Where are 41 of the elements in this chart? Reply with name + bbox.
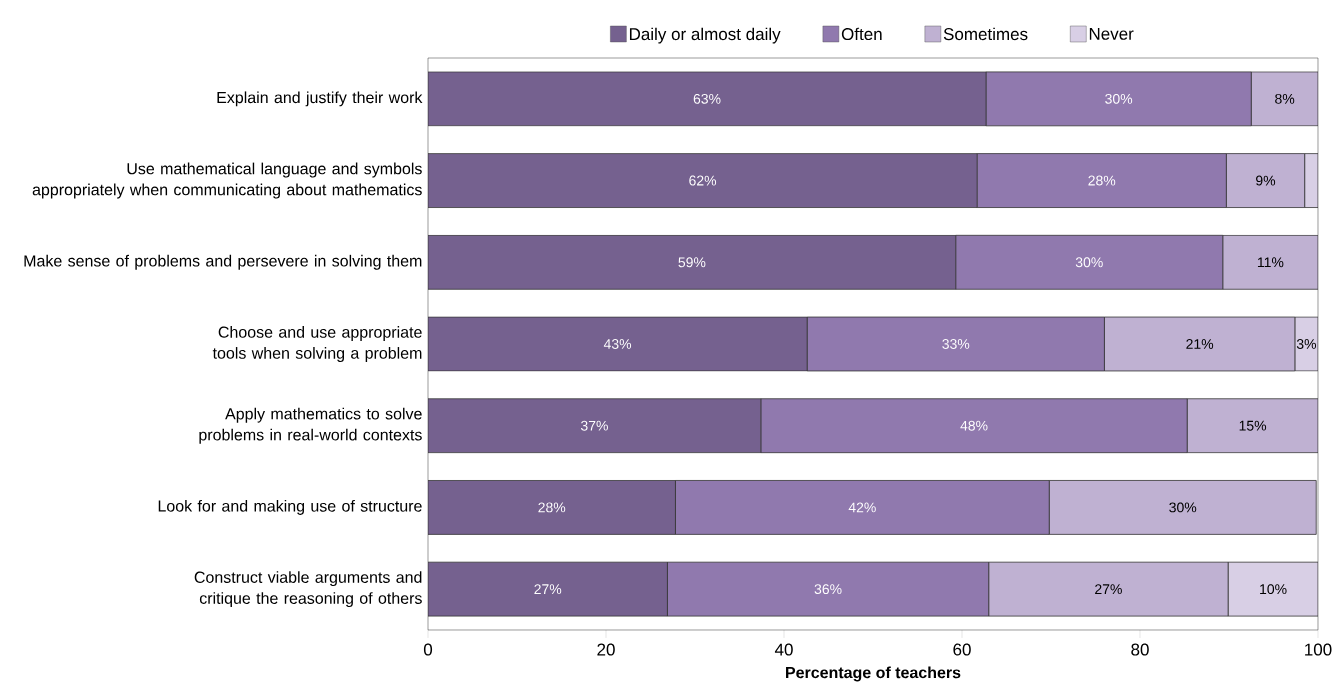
data-label: 27% bbox=[534, 584, 562, 595]
data-label: 9% bbox=[1256, 175, 1276, 186]
data-label: 30% bbox=[1105, 93, 1133, 104]
data-label: 28% bbox=[1088, 175, 1116, 186]
y-tick-label: Construct viable arguments and critique the reasoning of others bbox=[194, 571, 422, 608]
data-label: 30% bbox=[1075, 257, 1103, 268]
data-label: 62% bbox=[689, 175, 717, 186]
y-tick-label: Use mathematical language and symbols appropriately when communicating about mathematics bbox=[32, 162, 422, 199]
data-label: 59% bbox=[678, 257, 706, 268]
x-axis-title: Percentage of teachers bbox=[786, 666, 961, 682]
x-tick-label: 80 bbox=[1131, 643, 1149, 656]
data-label: 30% bbox=[1169, 502, 1197, 513]
y-tick-label: Make sense of problems and persevere in solving them bbox=[24, 254, 422, 270]
data-label: 10% bbox=[1260, 584, 1287, 595]
data-label: 15% bbox=[1239, 420, 1267, 431]
y-tick-label: Apply mathematics to solve problems in real-world contexts bbox=[199, 407, 422, 444]
y-tick-label: Choose and use appropriate tools when solving a problem bbox=[212, 326, 422, 362]
data-label: 42% bbox=[848, 502, 876, 513]
data-label: 63% bbox=[693, 93, 721, 104]
legend-label: Daily or almost daily bbox=[629, 27, 781, 44]
data-label: 3% bbox=[1296, 339, 1317, 349]
legend-label: Sometimes bbox=[943, 27, 1028, 41]
x-tick-label: 0 bbox=[423, 643, 433, 656]
legend-label: Often bbox=[841, 27, 882, 41]
data-label: 48% bbox=[960, 420, 988, 431]
data-label: 28% bbox=[538, 502, 566, 513]
x-tick-label: 40 bbox=[774, 643, 793, 656]
data-label: 11% bbox=[1257, 257, 1284, 268]
legend-label: Never bbox=[1089, 27, 1134, 40]
y-tick-label: Look for and making use of structure bbox=[158, 499, 422, 515]
data-label: 8% bbox=[1275, 93, 1295, 104]
x-tick-label: 100 bbox=[1305, 643, 1332, 656]
y-tick-label: Explain and justify their work bbox=[217, 91, 423, 107]
x-tick-label: 20 bbox=[597, 643, 615, 656]
x-tick-label: 60 bbox=[953, 643, 971, 656]
data-label: 21% bbox=[1186, 339, 1214, 349]
data-label: 37% bbox=[580, 420, 608, 431]
data-label: 27% bbox=[1095, 584, 1122, 595]
data-label: 33% bbox=[942, 339, 970, 349]
data-label: 36% bbox=[814, 584, 842, 595]
data-label: 43% bbox=[603, 339, 632, 349]
